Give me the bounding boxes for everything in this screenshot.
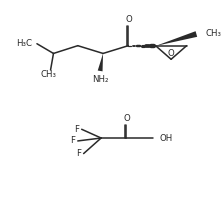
- Text: F: F: [76, 149, 81, 158]
- Text: OH: OH: [159, 134, 173, 142]
- Polygon shape: [98, 53, 103, 71]
- Text: F: F: [70, 136, 75, 145]
- Text: O: O: [168, 49, 174, 58]
- Text: H₃C: H₃C: [16, 39, 32, 48]
- Text: O: O: [126, 15, 133, 24]
- Text: F: F: [74, 125, 79, 134]
- Text: CH₃: CH₃: [41, 70, 57, 79]
- Text: CH₃: CH₃: [205, 28, 221, 37]
- Polygon shape: [156, 31, 197, 46]
- Text: O: O: [124, 114, 131, 123]
- Text: NH₂: NH₂: [92, 75, 108, 84]
